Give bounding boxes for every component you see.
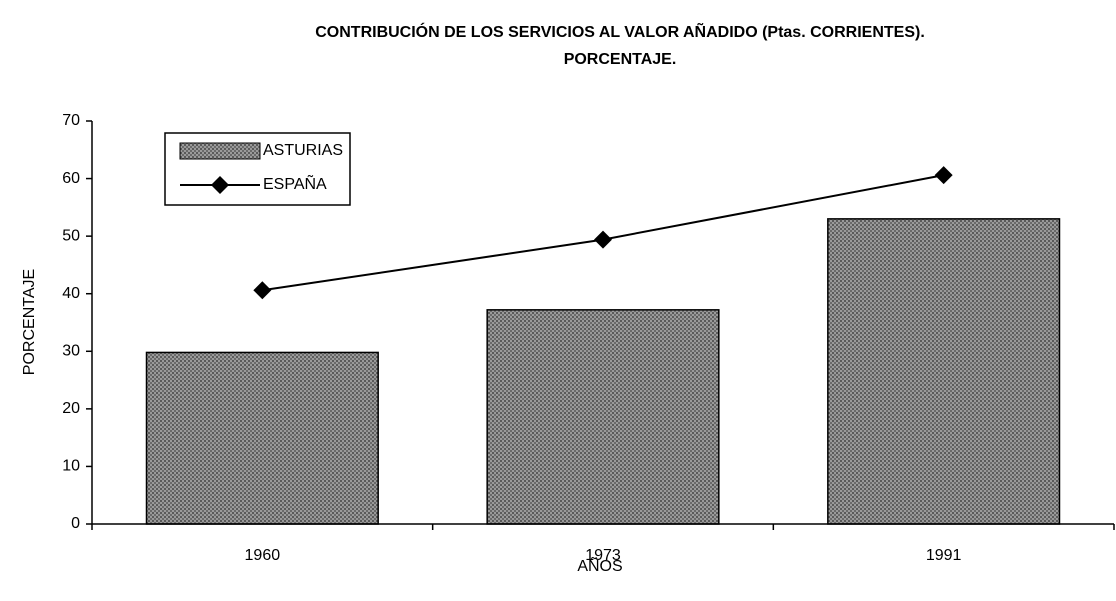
chart-title: CONTRIBUCIÓN DE LOS SERVICIOS AL VALOR A…: [315, 21, 925, 41]
x-tick-label: 1991: [926, 547, 962, 564]
bar: [486, 309, 720, 525]
y-tick-label: 40: [62, 285, 80, 302]
legend-label: ASTURIAS: [263, 142, 343, 159]
x-axis-label: AÑOS: [577, 555, 622, 575]
x-tick-label: 1973: [585, 547, 621, 564]
y-tick-label: 70: [62, 112, 80, 129]
y-tick-label: 20: [62, 400, 80, 417]
marker: [594, 230, 612, 249]
legend-swatch: [179, 142, 261, 160]
x-tick-label: 1960: [245, 547, 281, 564]
y-tick-label: 10: [62, 458, 80, 475]
y-tick-label: 30: [62, 343, 80, 360]
y-tick-label: 50: [62, 227, 80, 244]
legend-label: ESPAÑA: [263, 173, 327, 193]
marker: [934, 166, 953, 185]
y-axis-label: PORCENTAJE: [21, 269, 38, 375]
y-tick-label: 60: [62, 170, 80, 187]
bar: [827, 218, 1061, 525]
y-tick-label: 0: [71, 515, 80, 532]
marker: [253, 281, 272, 300]
chart-title: PORCENTAJE.: [564, 51, 677, 68]
bar: [145, 351, 379, 525]
legend-marker: [211, 176, 229, 194]
